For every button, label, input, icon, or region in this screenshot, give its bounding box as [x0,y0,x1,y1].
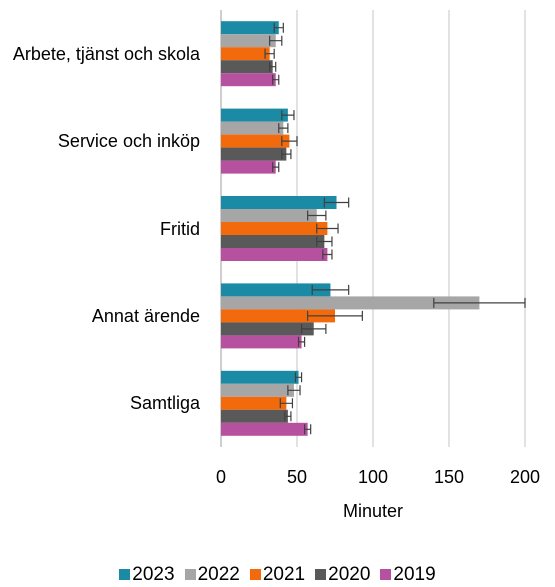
legend: 2023 2022 2021 2020 2019 [0,564,555,586]
legend-swatch [315,569,327,580]
bar [221,370,299,384]
x-tick-label: 0 [216,467,226,487]
error-bar [264,48,275,59]
bar [221,409,288,423]
error-bar [272,74,280,85]
error-bar [281,136,298,147]
error-bar [279,398,294,409]
bar [221,34,276,48]
error-bar [297,336,306,347]
legend-label: 2021 [262,564,306,585]
bar [221,422,308,436]
category-text: Service och inköp [57,131,200,152]
legend-item: 2021 [249,564,306,586]
legend-label: 2022 [197,564,240,585]
bar [221,396,287,410]
legend-item: 2020 [315,564,370,586]
error-bar [269,61,277,72]
bar [221,121,284,135]
category-label: Samtliga [0,391,200,415]
bar [221,309,335,323]
x-tick-label: 100 [358,467,388,487]
bar [221,296,480,310]
error-bar [323,197,350,208]
bar [221,47,270,61]
bar [221,209,317,222]
category-label: Fritid [0,217,200,241]
legend-swatch [249,569,261,580]
error-bar [281,149,292,160]
bar [221,322,314,336]
error-bar [287,385,301,396]
error-bar [307,210,327,221]
error-bar [269,35,283,46]
bar [221,21,279,35]
bar [221,134,290,148]
legend-item: 2023 [119,564,175,586]
category-text: Arbete, tjänst och skola [12,43,200,64]
legend-label: 2023 [132,564,175,585]
category-label: Service och inköp [0,129,200,153]
legend-swatch [380,569,392,580]
legend-swatch [119,569,131,580]
error-bar [273,22,284,33]
legend-swatch [184,569,196,580]
category-text: Samtliga [129,393,200,414]
bar [221,60,273,74]
error-bar [316,236,333,247]
error-bar [307,310,363,321]
category-text: Fritid [160,218,200,239]
error-bar [272,162,280,173]
bar [221,235,325,248]
x-tick-label: 50 [287,467,307,487]
bar [221,383,294,397]
bar [221,108,288,122]
error-bar [304,424,312,435]
error-bar [278,123,289,134]
error-bar [322,249,333,260]
error-bar [316,223,339,234]
category-label: Arbete, tjänst och skola [0,42,200,66]
legend-item: 2022 [184,564,240,586]
bar [221,196,337,209]
error-bar [433,297,526,308]
bar [221,73,276,87]
legend-label: 2020 [328,564,371,585]
x-tick-label: 200 [510,467,540,487]
error-bar [294,372,303,383]
x-tick-label: 150 [434,467,464,487]
category-label: Annat ärende [0,304,200,328]
x-axis-label: Minuter [343,501,403,521]
bar [221,335,302,349]
bar [221,160,276,174]
error-bar [300,323,327,334]
category-text: Annat ärende [91,305,200,326]
bar [221,222,328,235]
error-bar [284,411,292,422]
bar [221,147,287,161]
bar [221,283,331,297]
legend-item: 2019 [380,564,436,586]
error-bar [311,284,350,295]
legend-label: 2019 [393,564,436,585]
bar [221,248,328,261]
error-bar [281,110,295,121]
